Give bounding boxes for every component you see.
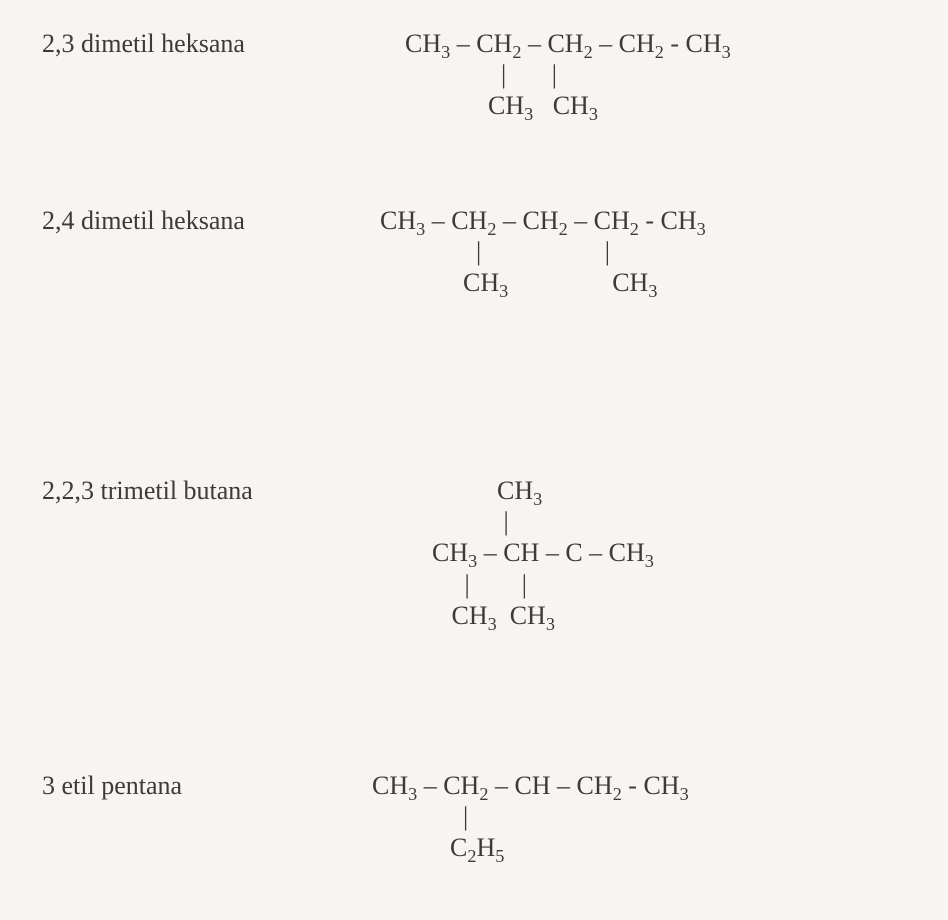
compound-name: 2,4 dimetil heksana [42,205,245,236]
compound-formula: CH3 – CH2 – CH – CH2 - CH3 | C2H5 [372,770,689,864]
formula-line: CH3 – CH – C – CH3 [432,537,654,568]
formula-line: CH3 – CH2 – CH – CH2 - CH3 [372,770,689,801]
formula-line: CH3 CH3 [380,267,706,298]
formula-line: | [432,506,654,537]
formula-line: | | [432,569,654,600]
compound-name: 3 etil pentana [42,770,182,801]
formula-line: CH3 CH3 [432,600,654,631]
formula-line: C2H5 [372,832,689,863]
formula-line: | | [380,236,706,267]
compound-name-text: 2,4 dimetil heksana [42,206,245,235]
compound-name-text: 3 etil pentana [42,771,182,800]
compound-name: 2,3 dimetil heksana [42,28,245,59]
formula-line: CH3 [432,475,654,506]
compound-formula: CH3 – CH2 – CH2 – CH2 - CH3 | | CH3 CH3 [405,28,731,122]
formula-line: CH3 CH3 [405,90,731,121]
compound-name-text: 2,2,3 trimetil butana [42,476,253,505]
formula-line: CH3 – CH2 – CH2 – CH2 - CH3 [380,205,706,236]
page: 2,3 dimetil heksana CH3 – CH2 – CH2 – CH… [0,0,948,920]
compound-name: 2,2,3 trimetil butana [42,475,253,506]
compound-name-text: 2,3 dimetil heksana [42,29,245,58]
formula-line: CH3 – CH2 – CH2 – CH2 - CH3 [405,28,731,59]
formula-line: | [372,801,689,832]
compound-formula: CH3 – CH2 – CH2 – CH2 - CH3 | | CH3 CH3 [380,205,706,299]
formula-line: | | [405,59,731,90]
compound-formula: CH3 | CH3 – CH – C – CH3 | | CH3 CH3 [432,475,654,631]
